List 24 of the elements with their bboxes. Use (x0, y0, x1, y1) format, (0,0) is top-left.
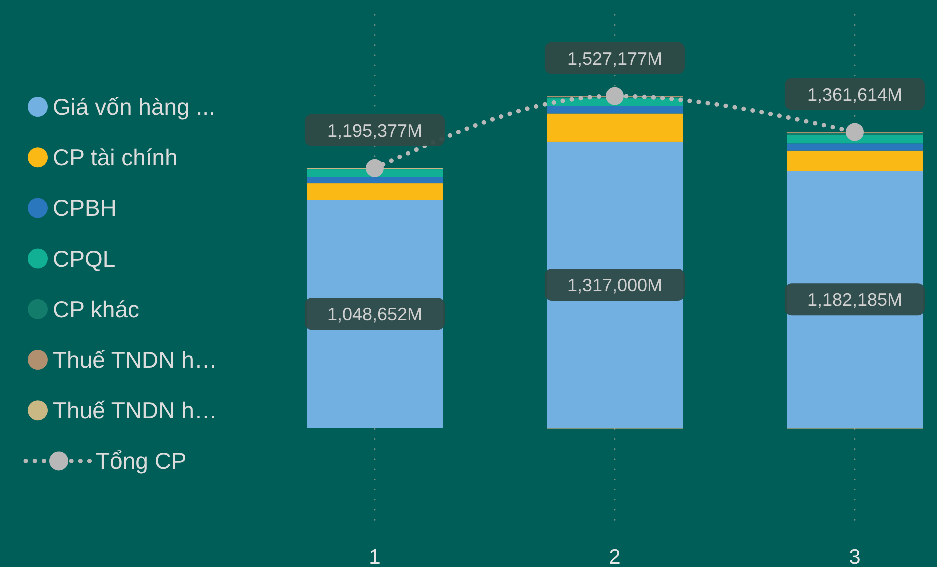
x-tick-label: 2 (609, 546, 621, 567)
bar (787, 150, 923, 172)
bar (547, 106, 683, 114)
data-label: 1,195,377M (327, 120, 423, 141)
data-label: 1,048,652M (327, 304, 423, 325)
x-tick-label: 3 (849, 546, 861, 567)
data-label: 1,182,185M (807, 290, 903, 310)
bar (307, 177, 443, 184)
bar (787, 144, 923, 151)
legend-label: CP khác (53, 296, 140, 322)
legend-label: Tổng CP (96, 448, 187, 474)
legend-label: Giá vốn hàng ... (53, 94, 216, 120)
bar (547, 114, 683, 142)
bar (787, 134, 923, 144)
bar (307, 184, 443, 200)
x-tick-label: 1 (369, 546, 381, 567)
legend-label: CPBH (53, 195, 117, 222)
legend-label: CP tài chính (53, 144, 178, 171)
legend-label: Thuế TNDN h… (53, 398, 218, 424)
legend-label: CPQL (53, 246, 116, 272)
data-label: 1,361,614M (807, 84, 903, 105)
legend-label: Thuế TNDN h… (53, 347, 218, 373)
data-label: 1,527,177M (567, 48, 663, 69)
data-label: 1,317,000M (567, 275, 663, 296)
